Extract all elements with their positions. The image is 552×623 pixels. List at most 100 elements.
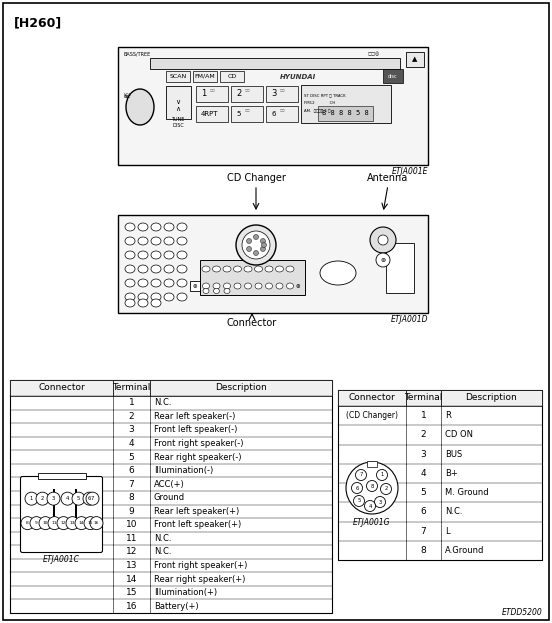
Text: 3: 3 xyxy=(271,90,277,98)
Text: Connector: Connector xyxy=(227,318,277,328)
Text: 15: 15 xyxy=(126,588,137,597)
Ellipse shape xyxy=(125,299,135,307)
Text: 4RPT: 4RPT xyxy=(201,111,219,117)
Text: 11: 11 xyxy=(126,534,137,543)
Text: SCAN: SCAN xyxy=(169,74,187,79)
Text: ⊗: ⊗ xyxy=(296,283,300,288)
Circle shape xyxy=(30,516,43,530)
Text: 6: 6 xyxy=(355,485,359,490)
Text: [H260]: [H260] xyxy=(14,16,62,29)
Circle shape xyxy=(66,516,79,530)
Circle shape xyxy=(236,225,276,265)
Ellipse shape xyxy=(177,279,187,287)
Ellipse shape xyxy=(138,237,148,245)
Text: N.C.: N.C. xyxy=(154,398,172,407)
Text: ∨: ∨ xyxy=(176,99,181,105)
Ellipse shape xyxy=(164,223,174,231)
Circle shape xyxy=(376,253,390,267)
Text: FM12            CH: FM12 CH xyxy=(304,101,335,105)
Text: Ground: Ground xyxy=(154,493,185,502)
Text: CD Changer: CD Changer xyxy=(226,173,285,183)
Ellipse shape xyxy=(224,283,231,289)
Text: 1: 1 xyxy=(201,90,206,98)
Ellipse shape xyxy=(151,279,161,287)
Text: ETJA001D: ETJA001D xyxy=(390,315,428,324)
Ellipse shape xyxy=(177,265,187,273)
Bar xyxy=(196,106,228,122)
Text: ◻◻◎: ◻◻◎ xyxy=(368,51,380,56)
Ellipse shape xyxy=(164,237,174,245)
Bar xyxy=(75,489,77,518)
Circle shape xyxy=(90,516,103,530)
Ellipse shape xyxy=(151,293,161,301)
Text: 16: 16 xyxy=(94,521,99,525)
Ellipse shape xyxy=(151,223,161,231)
Text: 5: 5 xyxy=(129,452,134,462)
Text: 15: 15 xyxy=(88,521,93,525)
Bar xyxy=(338,390,542,560)
Text: 2: 2 xyxy=(384,487,388,492)
Ellipse shape xyxy=(125,251,135,259)
Text: ⊗: ⊗ xyxy=(380,257,386,262)
Circle shape xyxy=(367,480,378,492)
Text: 8: 8 xyxy=(129,493,134,502)
Text: 12: 12 xyxy=(61,521,66,525)
Text: 2: 2 xyxy=(41,496,44,501)
Circle shape xyxy=(253,250,258,255)
Bar xyxy=(386,243,414,293)
Text: Connector: Connector xyxy=(349,394,395,402)
Text: Front left speaker(-): Front left speaker(-) xyxy=(154,426,237,434)
Text: ETJA001E: ETJA001E xyxy=(391,167,428,176)
Text: Front left speaker(+): Front left speaker(+) xyxy=(154,520,241,530)
Ellipse shape xyxy=(213,283,220,289)
Circle shape xyxy=(48,516,61,530)
Text: 6: 6 xyxy=(271,111,275,117)
Bar xyxy=(406,52,424,67)
Text: 12: 12 xyxy=(126,548,137,556)
Bar xyxy=(150,58,400,69)
Ellipse shape xyxy=(164,293,174,301)
Text: 2: 2 xyxy=(236,90,241,98)
Bar xyxy=(193,71,217,82)
Text: 10: 10 xyxy=(43,521,48,525)
FancyBboxPatch shape xyxy=(20,477,103,553)
Circle shape xyxy=(355,470,367,480)
Circle shape xyxy=(86,492,99,505)
Text: AM.  ⬛⬛⬛⬛ 5 ⬛: AM. ⬛⬛⬛⬛ 5 ⬛ xyxy=(304,108,331,112)
Text: 1: 1 xyxy=(421,411,426,420)
Text: ◻◻: ◻◻ xyxy=(245,89,251,93)
Text: ▲: ▲ xyxy=(412,56,418,62)
Bar xyxy=(266,106,298,122)
Text: L: L xyxy=(445,526,450,536)
Bar xyxy=(118,215,428,313)
Text: 14: 14 xyxy=(79,521,84,525)
Text: 4: 4 xyxy=(421,469,426,478)
Bar xyxy=(190,281,200,291)
Text: Rear left speaker(-): Rear left speaker(-) xyxy=(154,412,235,421)
Circle shape xyxy=(72,492,85,505)
Text: 9: 9 xyxy=(129,506,134,516)
Text: ST DISC RPT ⬜ TRACK: ST DISC RPT ⬜ TRACK xyxy=(304,93,346,97)
Ellipse shape xyxy=(138,279,148,287)
Bar xyxy=(10,380,332,613)
Circle shape xyxy=(39,516,52,530)
Circle shape xyxy=(364,500,375,511)
Circle shape xyxy=(57,516,70,530)
Text: Illumination(-): Illumination(-) xyxy=(154,466,213,475)
Ellipse shape xyxy=(125,293,135,301)
Text: ACC(+): ACC(+) xyxy=(154,480,185,488)
Text: 7: 7 xyxy=(359,472,363,477)
Text: 3: 3 xyxy=(129,426,134,434)
Bar xyxy=(166,71,190,82)
Text: N.C.: N.C. xyxy=(154,548,172,556)
Bar xyxy=(113,380,150,396)
Text: 7: 7 xyxy=(129,480,134,488)
Circle shape xyxy=(374,497,385,508)
Ellipse shape xyxy=(255,283,262,289)
Text: 10: 10 xyxy=(126,520,137,530)
Bar xyxy=(200,260,305,295)
Circle shape xyxy=(346,462,398,514)
Text: Front right speaker(+): Front right speaker(+) xyxy=(154,561,247,570)
Circle shape xyxy=(247,247,252,252)
Text: Terminal: Terminal xyxy=(404,394,443,402)
